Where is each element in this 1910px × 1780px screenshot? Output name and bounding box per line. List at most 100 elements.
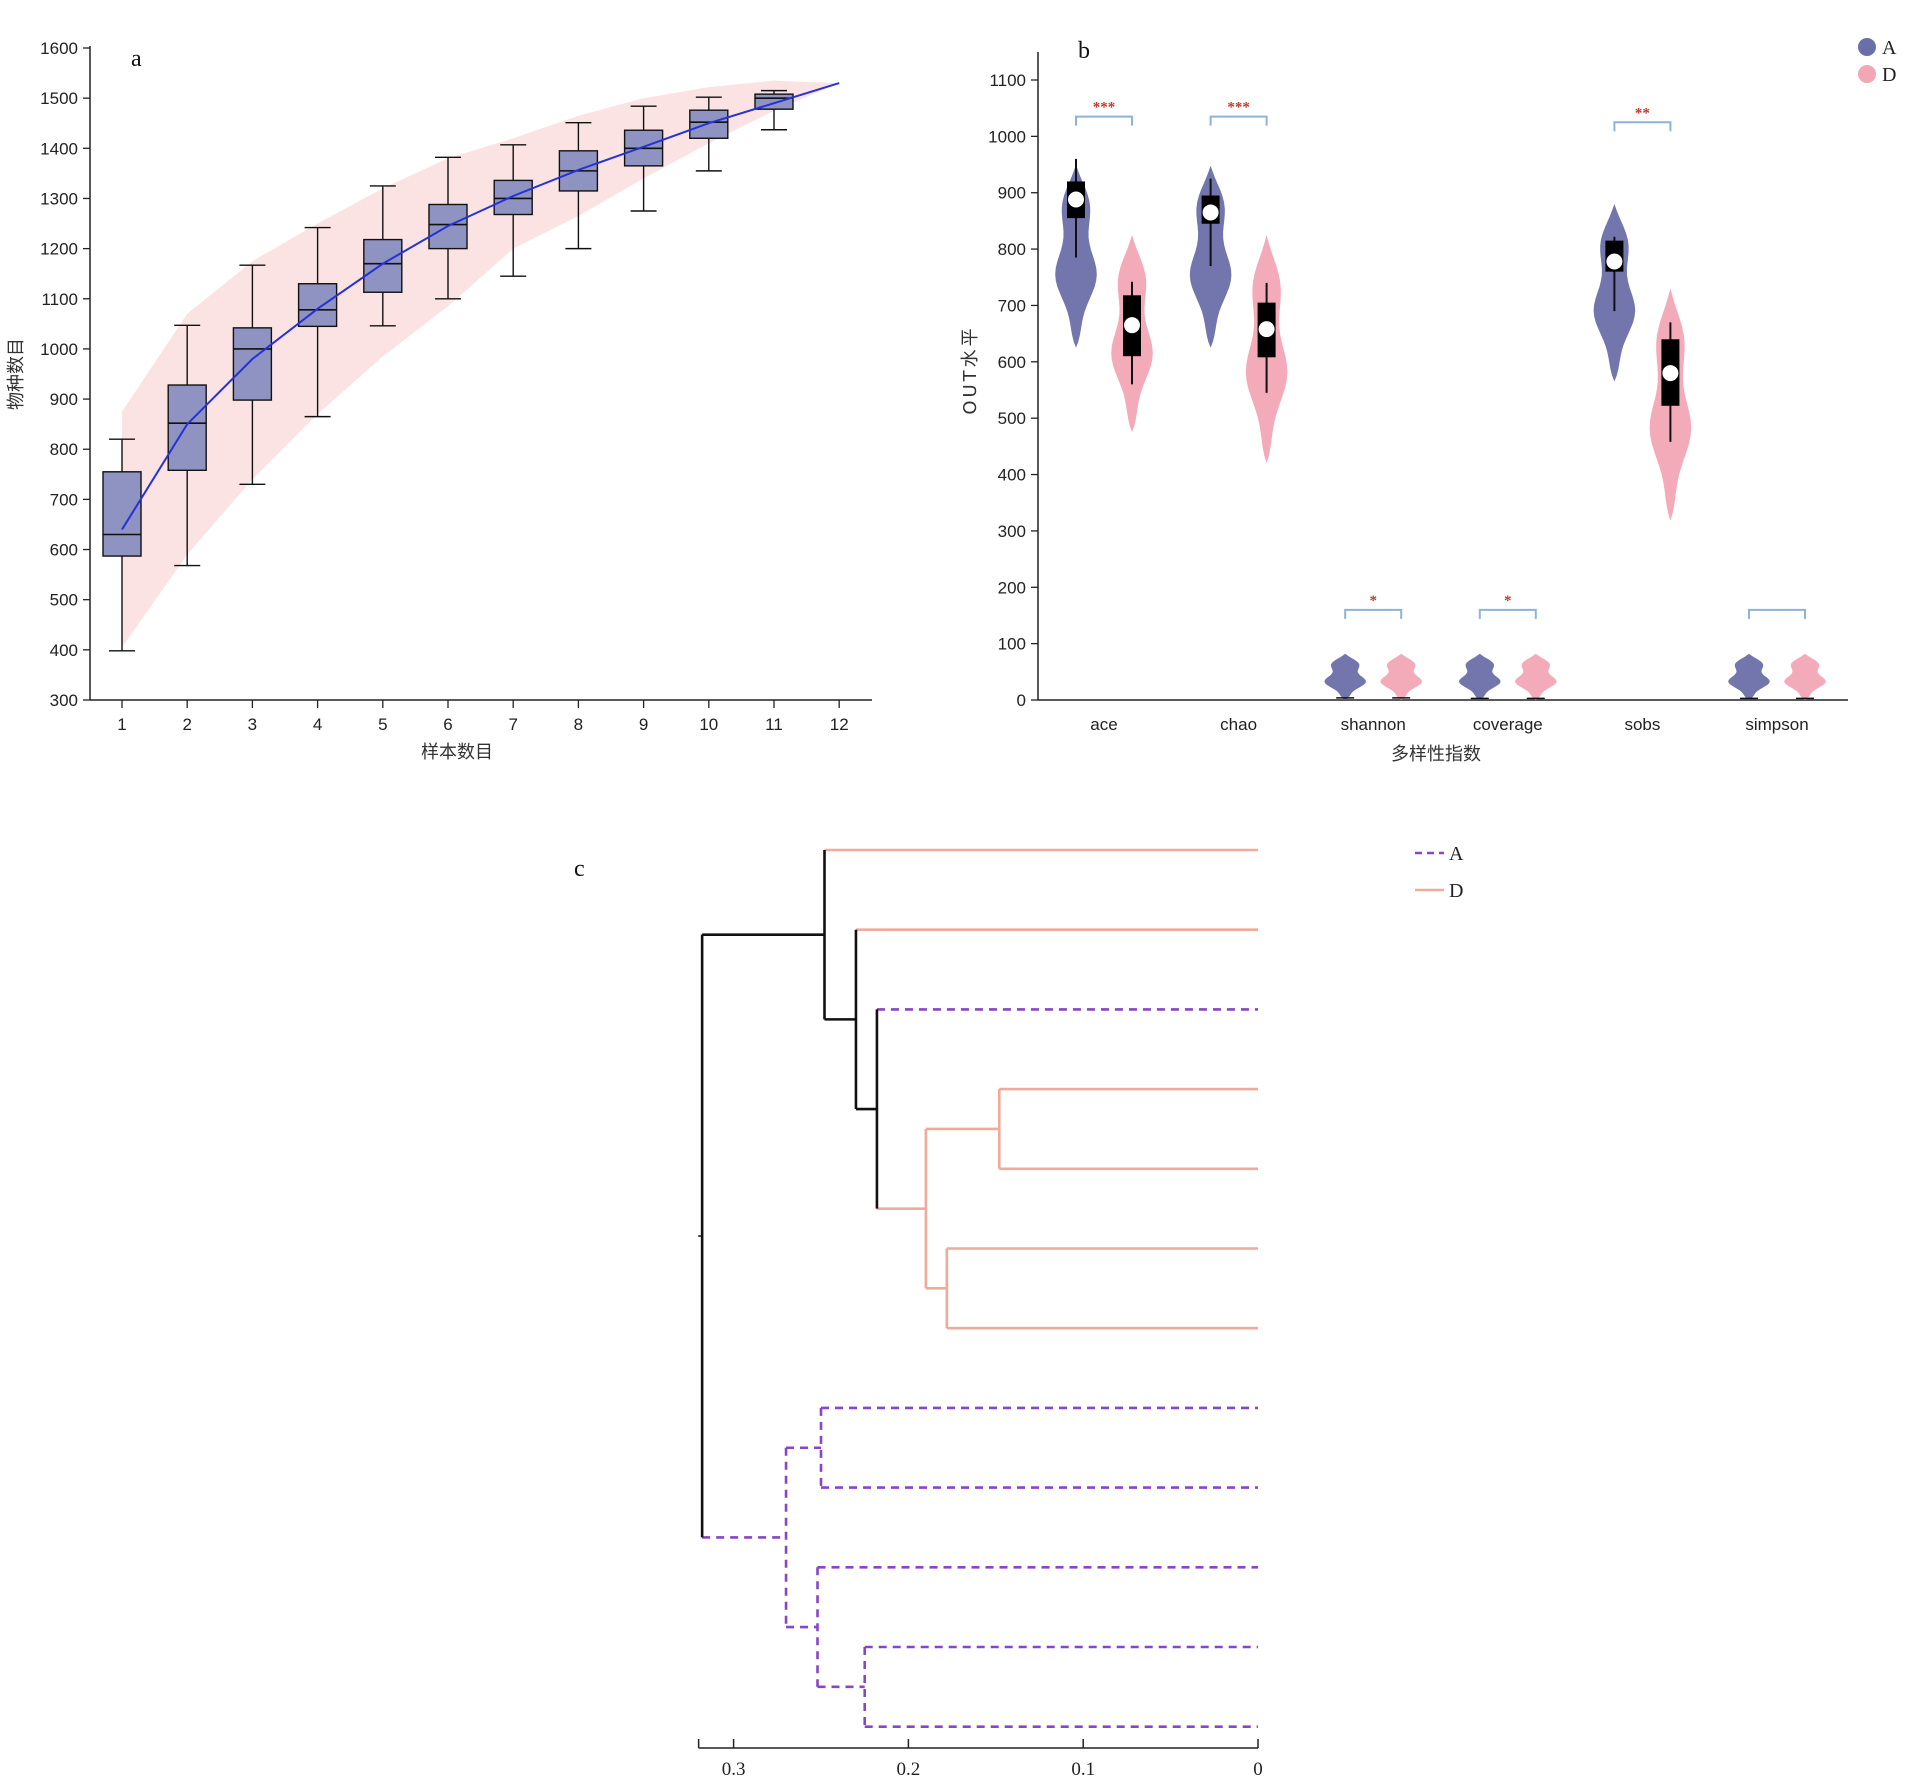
panel-a-box-chart: a 样本数目 物种数目 3004005006007008009001000110… [6, 39, 872, 763]
significance-simpson [1748, 608, 1806, 619]
box-1 [102, 438, 142, 652]
box-body [232, 327, 273, 401]
significance-coverage: * [1478, 593, 1537, 619]
group-D-median-dot [1123, 316, 1141, 335]
y-tick-label: 100 [998, 635, 1026, 654]
y-tick-label: 1500 [40, 89, 78, 108]
legend-label-A: A [1449, 843, 1464, 865]
y-tick-label: 1000 [40, 340, 78, 359]
x-category-label: coverage [1473, 715, 1543, 734]
x-tick-label: 0.1 [1071, 1759, 1095, 1780]
x-tick-label: 3 [248, 715, 257, 734]
box-5 [363, 185, 403, 327]
group-A-violin-body [1728, 653, 1770, 700]
significance-sobs: ** [1613, 105, 1672, 132]
x-tick-label: 5 [378, 715, 387, 734]
significance-bracket [1478, 608, 1537, 619]
y-tick-label: 700 [50, 490, 78, 509]
significance-stars: * [1504, 593, 1512, 609]
x-category-label: ace [1090, 715, 1117, 734]
significance-bracket [1075, 115, 1133, 126]
box-6 [428, 156, 468, 300]
x-tick-label: 4 [313, 715, 322, 734]
violin-group-sobs: sobs [1593, 204, 1692, 734]
panel-b-x-axis-title: 多样性指数 [1391, 744, 1481, 765]
violin-group-coverage: coverage [1459, 653, 1557, 734]
significance-bracket [1748, 608, 1806, 619]
panel-c-dendrogram: c 0.3 0.2 0.1 0 AD [574, 843, 1464, 1780]
y-tick-label: 600 [50, 541, 78, 560]
dendrogram-node-n2 [945, 1247, 1258, 1330]
y-tick-label: 0 [1017, 691, 1026, 710]
x-tick-label: 0 [1253, 1759, 1263, 1780]
x-tick-label: 12 [830, 715, 849, 734]
group-A-violin-body [1324, 653, 1366, 700]
group-A-median-dot [1201, 203, 1220, 222]
box-body [102, 471, 142, 557]
group-D-violin-body [1784, 653, 1826, 700]
y-tick-label: 400 [50, 641, 78, 660]
group-A-violin-body [1459, 653, 1501, 700]
x-tick-label: 11 [765, 715, 783, 734]
dendrogram-node-n7 [863, 1645, 1258, 1728]
box-7 [493, 144, 533, 277]
dendrogram-node-n3 [924, 1127, 1000, 1290]
box-9 [623, 105, 664, 212]
x-tick-label: 9 [639, 715, 648, 734]
panel-b-violin-chart: b 多样性指数 OUT水平 0 100 200 300 400 500 600 700 800 9… [960, 37, 1897, 765]
y-tick-label: 1600 [40, 39, 78, 58]
significance-stars: *** [1093, 100, 1116, 116]
y-tick-label: 700 [998, 296, 1026, 315]
x-category-label: simpson [1745, 715, 1808, 734]
y-tick-label: 500 [998, 409, 1026, 428]
x-tick-label: 10 [699, 715, 718, 734]
y-tick-label: 1300 [40, 189, 78, 208]
legend-label-D: D [1882, 64, 1896, 86]
x-category-label: sobs [1624, 715, 1660, 734]
y-tick-label: 1100 [989, 71, 1026, 90]
box-body [167, 384, 207, 471]
panel-c-label: c [574, 856, 585, 882]
y-tick-label: 900 [50, 390, 78, 409]
x-tick-label: 1 [117, 715, 126, 734]
confidence-band [122, 80, 840, 648]
box-body [493, 179, 533, 216]
legend-label-D: D [1449, 880, 1463, 902]
significance-stars: * [1369, 593, 1377, 609]
significance-ace: *** [1075, 100, 1133, 126]
y-tick-label: 200 [998, 578, 1026, 597]
significance-shannon: * [1344, 593, 1403, 619]
y-tick-label: 900 [998, 184, 1026, 203]
box-3 [232, 264, 273, 486]
group-A-median-dot [1067, 190, 1085, 209]
significance-bracket [1344, 608, 1403, 619]
x-tick-label: 2 [182, 715, 191, 734]
x-category-label: shannon [1341, 715, 1406, 734]
mean-curve [121, 82, 840, 531]
box-body [363, 238, 403, 293]
violin-group-shannon: shannon [1324, 653, 1422, 734]
legend-marker-A [1858, 38, 1876, 56]
dendrogram-node-n8 [816, 1566, 1258, 1689]
violin-group-simpson: simpson [1728, 653, 1826, 734]
significance-bracket [1209, 115, 1268, 126]
panel-a-y-axis-title: 物种数目 [6, 338, 27, 410]
x-tick-label: 8 [574, 715, 583, 734]
dendrogram-node-n1 [997, 1087, 1258, 1171]
violin-group-chao: chao [1189, 165, 1288, 734]
y-tick-label: 300 [50, 691, 78, 710]
dendrogram-node-n9 [819, 1406, 1258, 1489]
panel-b-y-axis-title: OUT水平 [960, 325, 981, 414]
dendrogram-node-n4 [875, 1008, 1258, 1210]
y-tick-label: 800 [998, 240, 1026, 259]
dendrogram-node-n5 [854, 928, 1258, 1111]
group-D-violin-body [1515, 653, 1557, 700]
x-tick-label: 0.3 [722, 1759, 746, 1780]
group-D-median-dot [1257, 320, 1276, 339]
box-2 [167, 324, 207, 567]
dendrogram-node-n10 [784, 1446, 821, 1629]
y-tick-label: 1000 [988, 127, 1026, 146]
significance-chao: *** [1209, 100, 1268, 126]
panel-b-label: b [1078, 38, 1090, 64]
dendrogram-node-n6 [823, 848, 1258, 1021]
